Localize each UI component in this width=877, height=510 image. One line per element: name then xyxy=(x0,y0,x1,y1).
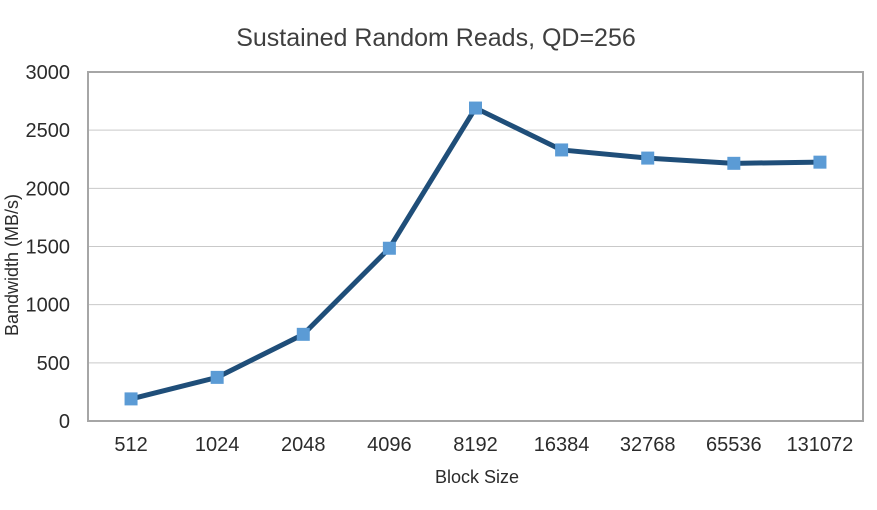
data-point-marker xyxy=(210,370,224,384)
plot-area-border xyxy=(87,71,864,422)
x-tick-label: 32768 xyxy=(620,434,676,456)
data-point-marker xyxy=(727,156,741,170)
x-tick-label: 4096 xyxy=(367,434,412,456)
y-tick-label: 3000 xyxy=(26,62,71,84)
data-point-marker xyxy=(296,327,310,341)
data-point-marker xyxy=(555,143,569,157)
series-line xyxy=(128,105,823,402)
data-point-marker xyxy=(124,392,138,406)
y-tick-label: 2000 xyxy=(26,178,71,200)
x-tick-label: 131072 xyxy=(787,434,854,456)
axis-tick-labels-layer: 0 500 1000 1500 2000 2500 3000 512 1024 2048 4096 8… xyxy=(26,62,854,456)
x-tick-label: 16384 xyxy=(534,434,590,456)
x-tick-label: 512 xyxy=(114,434,147,456)
x-tick-label: 65536 xyxy=(706,434,762,456)
data-point-marker xyxy=(469,101,482,115)
data-point-marker xyxy=(382,241,396,255)
series-layer xyxy=(124,101,827,406)
x-axis-title: Block Size xyxy=(435,467,519,487)
x-tick-label: 8192 xyxy=(453,434,498,456)
y-tick-label: 2500 xyxy=(26,120,71,142)
y-tick-label: 500 xyxy=(37,353,70,375)
y-tick-label: 1500 xyxy=(26,237,71,259)
y-tick-label: 1000 xyxy=(26,295,71,317)
plot-border-layer xyxy=(87,71,864,422)
chart-title: Sustained Random Reads, QD=256 xyxy=(236,24,636,52)
gridlines-layer xyxy=(88,71,863,422)
data-point-marker xyxy=(641,151,655,165)
y-axis-title: Bandwidth (MB/s) xyxy=(2,194,22,336)
x-tick-label: 1024 xyxy=(195,434,240,456)
data-point-marker xyxy=(813,155,827,169)
y-tick-label: 0 xyxy=(59,411,70,433)
x-tick-label: 2048 xyxy=(281,434,326,456)
